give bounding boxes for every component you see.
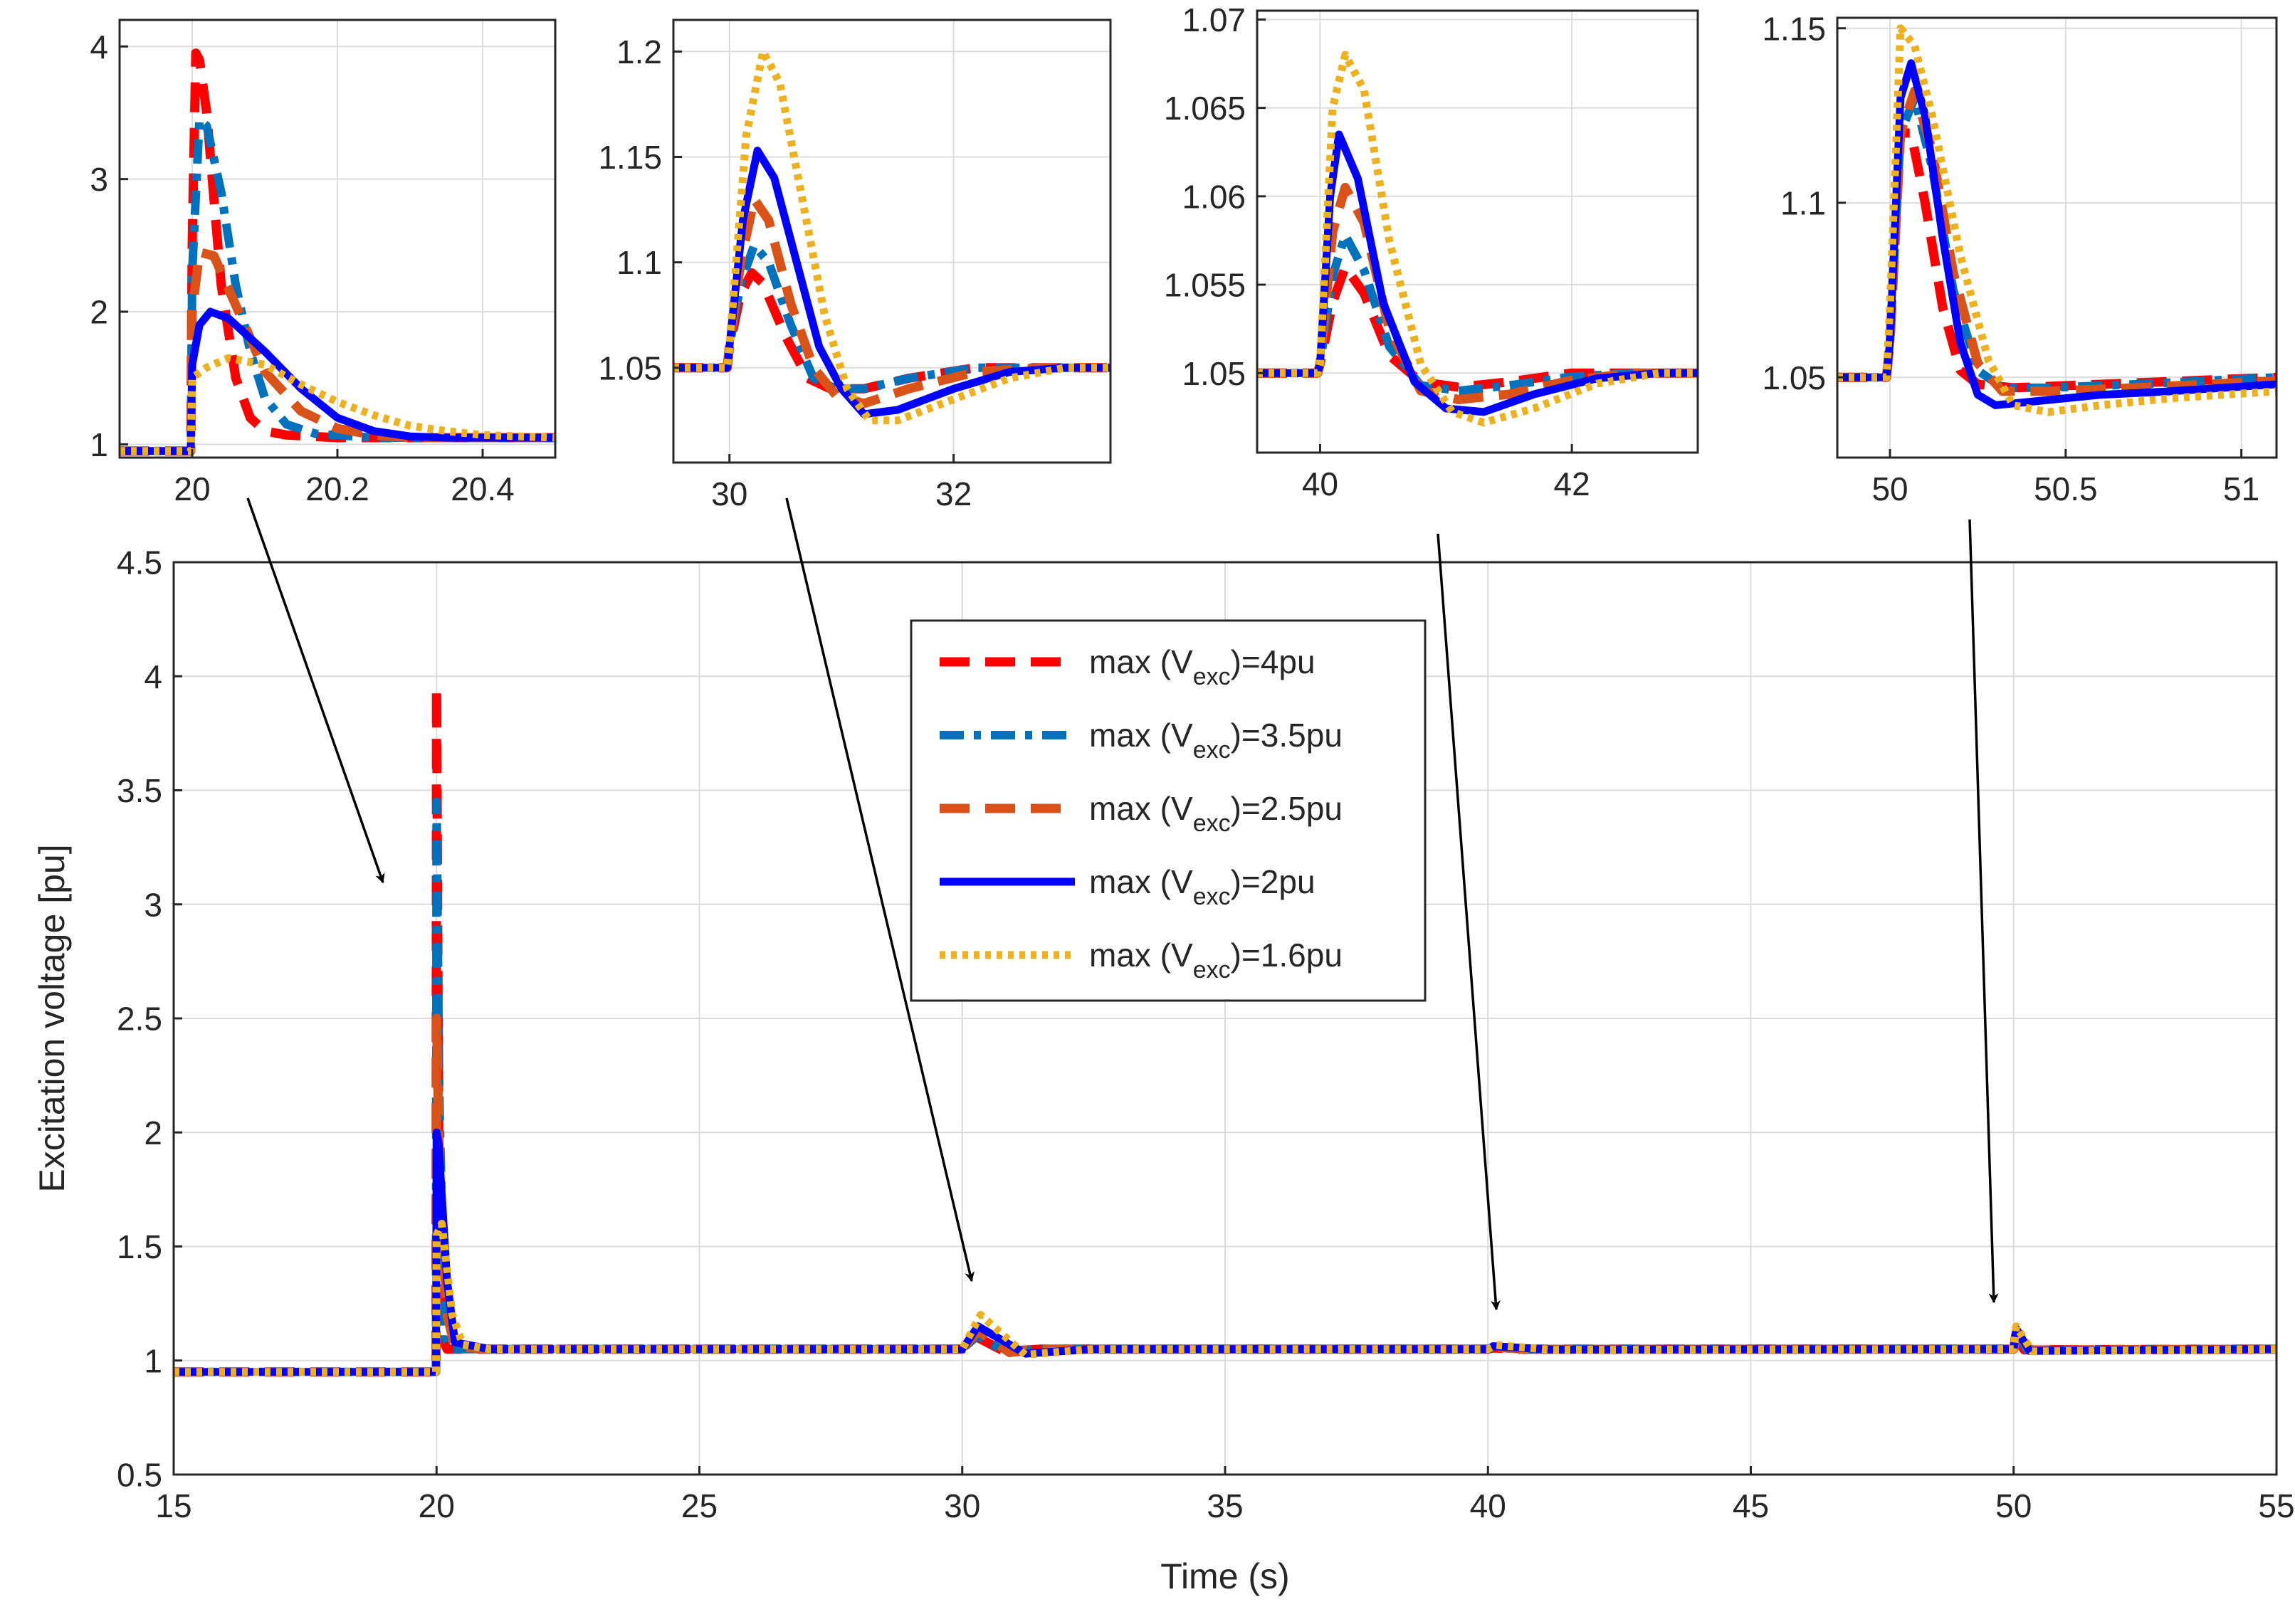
zoom-arrow (1437, 533, 1501, 1311)
inset1-series-line-4 (120, 307, 555, 455)
legend: max (Vexc)=4pu max (Vexc)=3.5pu max (Vexc)… (910, 619, 1427, 1002)
main-ytick-label: 4 (144, 658, 162, 695)
inset3-ytick-label: 1.065 (1164, 90, 1246, 127)
inset4-ytick-label: 1.05 (1762, 359, 1826, 396)
main-ytick-label: 2 (144, 1114, 162, 1151)
inset1-xtick-label: 20 (174, 470, 210, 507)
inset2-ytick-label: 1.15 (598, 139, 662, 176)
y-axis-label: Excitation voltage [pu] (32, 844, 72, 1192)
main-ytick-label: 0.5 (117, 1457, 162, 1494)
inset1-xtick-label: 20.4 (451, 470, 515, 507)
inset1-series-group (120, 48, 555, 456)
inset2-ytick-label: 1.2 (616, 33, 662, 70)
main-xtick-label: 40 (1470, 1487, 1506, 1524)
inset2-xtick-label: 32 (935, 475, 972, 512)
inset3-series-line-5 (1257, 51, 1698, 427)
inset3-ytick-label: 1.07 (1182, 1, 1246, 38)
main-xtick-label: 50 (1995, 1487, 2032, 1524)
main-ytick-label: 4.5 (117, 544, 162, 581)
inset3-xtick-label: 42 (1554, 465, 1590, 502)
main-series-group (174, 682, 2276, 1377)
inset1-series-line-5 (120, 354, 555, 455)
inset4-ytick-label: 1.15 (1762, 10, 1826, 47)
legend-entry-label: max (Vexc)=3.5pu (1089, 717, 1343, 764)
inset2-ytick-label: 1.05 (598, 349, 662, 386)
main-ytick-label: 1 (144, 1342, 162, 1379)
legend-entry-label: max (Vexc)=2pu (1089, 863, 1315, 910)
inset4-series-line-5 (1837, 24, 2276, 416)
inset1-ytick-label: 3 (90, 161, 108, 198)
main-xtick-label: 45 (1733, 1487, 1769, 1524)
inset2-xtick-label: 30 (711, 475, 747, 512)
inset3-series-line-4 (1257, 130, 1698, 416)
inset4-xtick-label: 51 (2223, 470, 2259, 507)
inset3-ytick-label: 1.06 (1182, 178, 1246, 215)
legend-entry-label: max (Vexc)=1.6pu (1089, 937, 1343, 984)
inset3-ytick-label: 1.055 (1164, 267, 1246, 304)
main-xtick-label: 25 (681, 1487, 718, 1524)
inset4-xtick-label: 50.5 (2034, 470, 2098, 507)
main-xtick-label: 20 (419, 1487, 455, 1524)
inset2-panel: 30 32 1.05 1.1 1.15 1.2 (598, 19, 1112, 512)
inset4-ytick-label: 1.1 (1780, 185, 1826, 222)
zoom-arrow (246, 497, 385, 884)
zoom-arrows (246, 497, 1999, 1311)
main-xtick-label: 55 (2258, 1487, 2294, 1524)
inset3-panel: 40 42 1.05 1.055 1.06 1.065 1.07 (1164, 1, 1699, 502)
legend-entry-label: max (Vexc)=4pu (1089, 643, 1315, 690)
zoom-arrow (785, 497, 975, 1282)
inset1-series-line-2 (120, 115, 555, 455)
inset1-panel: 20 20.2 20.4 1 2 3 4 (90, 19, 557, 507)
inset3-ytick-label: 1.05 (1182, 355, 1246, 392)
main-ytick-label: 3 (144, 886, 162, 923)
x-axis-label: Time (s) (1160, 1556, 1289, 1596)
inset1-ytick-label: 2 (90, 294, 108, 331)
main-xtick-label: 15 (155, 1487, 191, 1524)
inset4-xtick-label: 50 (1871, 470, 1908, 507)
legend-entry-label: max (Vexc)=2.5pu (1089, 790, 1343, 837)
inset1-xtick-label: 20.2 (305, 470, 369, 507)
inset1-ytick-label: 1 (90, 426, 108, 463)
inset4-series-line-4 (1837, 59, 2276, 409)
inset2-ytick-label: 1.1 (616, 244, 662, 281)
inset2-series-line-3 (673, 194, 1110, 408)
main-ytick-label: 1.5 (117, 1228, 162, 1265)
inset2-series-group (673, 47, 1110, 425)
zoom-arrow (1968, 519, 1999, 1304)
main-xtick-label: 35 (1207, 1487, 1243, 1524)
inset4-axes-box (1836, 16, 2278, 459)
inset3-axes-box (1256, 9, 1699, 454)
inset3-series-group (1257, 51, 1698, 427)
main-series-line-5 (174, 1220, 2276, 1376)
inset2-axes-box (672, 19, 1112, 464)
inset1-ytick-label: 4 (90, 28, 108, 65)
inset3-xtick-label: 40 (1302, 465, 1338, 502)
main-ytick-label: 2.5 (117, 1001, 162, 1038)
main-ytick-label: 3.5 (117, 772, 162, 809)
inset4-panel: 50 50.5 51 1.05 1.1 1.15 (1762, 10, 2278, 507)
inset2-plot-area (673, 20, 1110, 463)
main-xtick-label: 30 (944, 1487, 980, 1524)
inset4-series-group (1837, 24, 2276, 416)
